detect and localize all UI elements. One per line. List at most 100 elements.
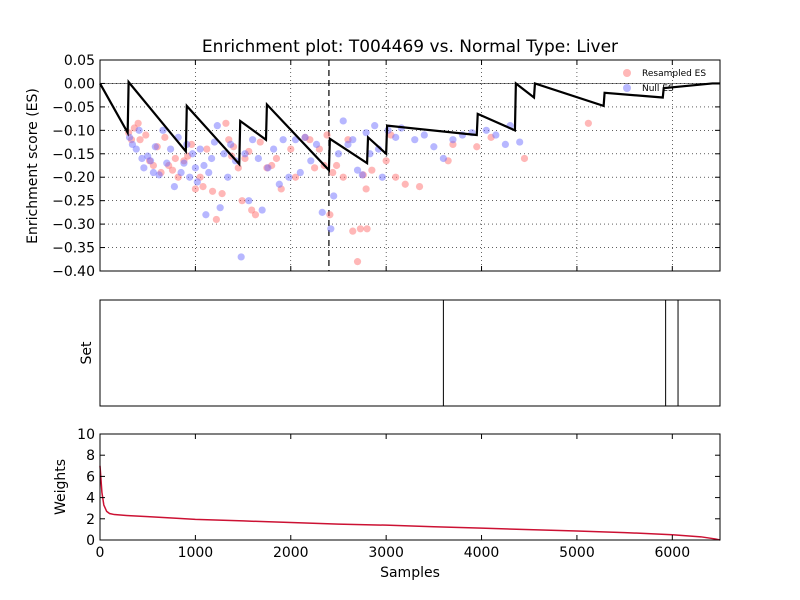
resampled-es-point bbox=[382, 157, 390, 165]
null-es-point bbox=[270, 145, 278, 153]
null-es-point bbox=[327, 225, 335, 233]
set-plot-area bbox=[100, 300, 720, 406]
weights-x-tick-label: 3000 bbox=[368, 545, 404, 561]
weights-y-tick-label: 10 bbox=[77, 427, 95, 443]
null-es-point bbox=[245, 197, 253, 205]
null-es-point bbox=[501, 140, 509, 148]
es-x-ticks bbox=[99, 60, 673, 271]
es-y-tick-label: 0.00 bbox=[64, 76, 95, 92]
weights-y-tick-label: 0 bbox=[86, 533, 95, 549]
null-es-point bbox=[362, 129, 370, 137]
null-es-point bbox=[180, 159, 188, 167]
null-es-point bbox=[296, 168, 304, 177]
null-es-point bbox=[339, 117, 347, 125]
es-panel: 0.05 0.00 −0.05 −0.10 −0.15 −0.20 −0.25 −0.30 −0… bbox=[25, 53, 721, 280]
null-es-point bbox=[132, 145, 140, 153]
legend-resampled-marker bbox=[623, 69, 631, 77]
es-panel-frame bbox=[99, 59, 721, 272]
weights-y-tick-label: 8 bbox=[86, 448, 95, 464]
null-es-point bbox=[516, 138, 524, 146]
null-es-point bbox=[439, 154, 447, 163]
resampled-es-point bbox=[218, 190, 226, 198]
resampled-es-point bbox=[520, 154, 529, 163]
weights-x-tick-label: 1000 bbox=[178, 545, 214, 561]
null-es-point bbox=[482, 126, 490, 134]
resampled-es-point bbox=[161, 133, 169, 141]
resampled-es-point bbox=[191, 185, 199, 193]
weights-y-tick-label: 2 bbox=[86, 512, 95, 528]
null-es-point bbox=[371, 122, 379, 130]
es-y-tick-label: −0.25 bbox=[52, 194, 95, 210]
null-es-point bbox=[146, 157, 155, 165]
null-es-point bbox=[307, 157, 315, 165]
null-es-point bbox=[210, 138, 219, 146]
weights-x-tick-label: 4000 bbox=[464, 545, 500, 561]
null-es-point bbox=[344, 140, 352, 148]
null-es-point bbox=[205, 168, 213, 177]
null-es-point bbox=[200, 161, 208, 170]
es-legend: Resampled ES Null ES bbox=[623, 69, 706, 94]
null-es-point bbox=[392, 133, 400, 141]
x-axis-label: Samples bbox=[380, 565, 440, 581]
null-es-point bbox=[249, 136, 257, 144]
resampled-es-point bbox=[287, 145, 295, 153]
resampled-es-point bbox=[212, 215, 220, 224]
weights-x-tick-label: 5000 bbox=[559, 545, 595, 561]
null-es-point bbox=[202, 211, 210, 219]
resampled-es-point bbox=[291, 173, 300, 181]
resampled-es-point bbox=[363, 225, 371, 233]
null-es-point bbox=[254, 154, 262, 163]
resampled-es-point bbox=[323, 131, 331, 139]
es-y-tick-label: 0.05 bbox=[64, 53, 95, 69]
es-y-tick-label: −0.20 bbox=[52, 170, 95, 186]
null-es-point bbox=[191, 164, 199, 172]
weights-x-tick-label: 6000 bbox=[654, 545, 690, 561]
null-es-point bbox=[330, 192, 338, 200]
weights-y-tick-label: 6 bbox=[86, 469, 95, 485]
resampled-es-point bbox=[356, 225, 364, 233]
resampled-es-point bbox=[256, 138, 264, 146]
null-es-point bbox=[237, 253, 245, 261]
null-es-point bbox=[213, 122, 221, 130]
null-es-point bbox=[224, 173, 232, 181]
null-es-point bbox=[186, 173, 194, 181]
null-es-point bbox=[140, 164, 148, 172]
running-es-line bbox=[99, 79, 720, 173]
null-es-point bbox=[275, 180, 283, 188]
resampled-es-point bbox=[473, 143, 481, 151]
null-es-point bbox=[125, 133, 134, 141]
es-y-tick-label: −0.40 bbox=[52, 264, 95, 280]
null-es-point bbox=[279, 136, 287, 144]
es-y-tick-label: −0.15 bbox=[52, 147, 95, 163]
weights-line bbox=[99, 465, 721, 541]
null-es-point bbox=[188, 150, 197, 158]
es-y-tick-label: −0.30 bbox=[52, 217, 95, 233]
null-es-point bbox=[193, 178, 201, 186]
null-es-point bbox=[208, 154, 216, 163]
null-es-point bbox=[135, 126, 143, 134]
resampled-es-point bbox=[142, 131, 150, 139]
null-es-point bbox=[312, 140, 321, 148]
null-es-point bbox=[170, 183, 178, 191]
null-es-point bbox=[216, 204, 224, 212]
resampled-es-point bbox=[362, 185, 370, 193]
null-es-point bbox=[155, 171, 163, 179]
null-es-point bbox=[285, 173, 293, 181]
null-es-point bbox=[353, 166, 362, 174]
resampled-es-point bbox=[353, 258, 362, 266]
resampled-es-point bbox=[329, 168, 337, 177]
null-es-point bbox=[138, 154, 146, 163]
null-es-point bbox=[163, 159, 171, 167]
legend-resampled-label: Resampled ES bbox=[642, 69, 706, 79]
null-es-point bbox=[159, 126, 167, 134]
null-es-point bbox=[220, 150, 228, 158]
weights-x-tick-label: 2000 bbox=[273, 545, 309, 561]
null-es-point bbox=[196, 145, 204, 153]
resampled-es-point bbox=[134, 119, 142, 127]
weights-panel-frame bbox=[99, 433, 721, 541]
null-es-point bbox=[149, 168, 158, 177]
resampled-es-point bbox=[208, 187, 217, 195]
legend-null-marker bbox=[623, 84, 631, 92]
null-es-point bbox=[318, 208, 326, 216]
resampled-es-point bbox=[401, 180, 409, 188]
